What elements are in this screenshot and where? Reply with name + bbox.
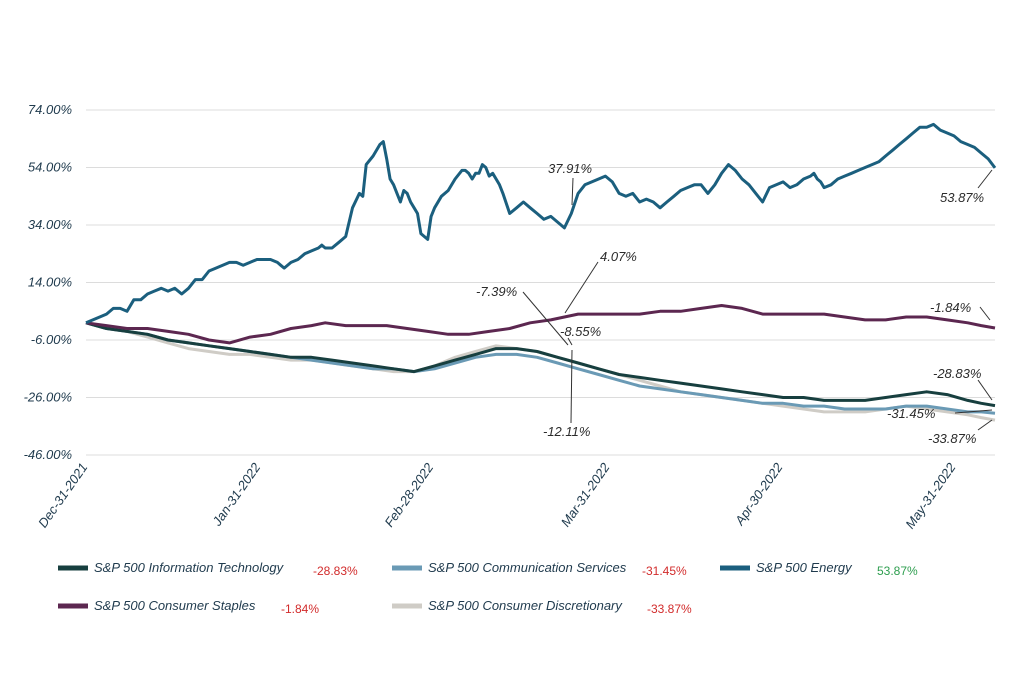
x-tick-label: Jan-31-2022 <box>209 459 264 529</box>
y-tick-label: 74.00% <box>28 102 72 117</box>
y-tick-label: -46.00% <box>24 447 72 462</box>
legend-value: 53.87% <box>877 564 918 578</box>
annotation-label: -7.39% <box>476 284 517 299</box>
annotation-leader <box>571 177 574 206</box>
x-tick-label: Dec-31-2021 <box>35 460 90 530</box>
annotations: 37.91% 53.87% 4.07% -7.39% -8.55% -12.11% -1.8… <box>476 161 993 446</box>
x-tick-label: May-31-2022 <box>902 459 959 531</box>
legend-value: -31.45% <box>642 564 687 578</box>
annotation-leader <box>954 409 993 414</box>
annotation-label: 53.87% <box>940 190 984 205</box>
y-tick-label: 14.00% <box>28 275 72 290</box>
legend-value: -28.83% <box>313 564 358 578</box>
legend-item: S&P 500 Communication Services -31.45% <box>392 560 687 578</box>
annotation-label: -28.83% <box>933 366 981 381</box>
y-tick-label: -6.00% <box>31 332 72 347</box>
legend-item: S&P 500 Information Technology -28.83% <box>58 560 358 578</box>
annotation-leader <box>977 379 993 401</box>
legend-value: -33.87% <box>647 602 692 616</box>
legend-label: S&P 500 Energy <box>756 560 853 575</box>
legend: S&P 500 Information Technology -28.83% S&P… <box>58 560 918 616</box>
legend-value: -1.84% <box>281 602 319 616</box>
y-tick-label: 34.00% <box>28 217 72 232</box>
annotation-leader <box>977 419 993 431</box>
annotation-label: 37.91% <box>548 161 592 176</box>
series-line <box>85 321 996 422</box>
annotation-leader <box>567 337 573 346</box>
annotation-label: -8.55% <box>560 324 601 339</box>
x-axis-ticks: Dec-31-2021 Jan-31-2022 Feb-28-2022 Mar-31-… <box>35 459 959 531</box>
x-tick-label: Feb-28-2022 <box>381 459 436 529</box>
series-line <box>85 304 996 345</box>
gridlines <box>86 109 995 456</box>
annotation-leader <box>564 261 599 314</box>
annotation-leader <box>979 306 991 321</box>
legend-item: S&P 500 Consumer Discretionary -33.87% <box>392 598 692 616</box>
annotation-leader <box>522 291 569 346</box>
x-tick-label: Apr-30-2022 <box>731 459 786 528</box>
legend-label: S&P 500 Information Technology <box>94 560 285 575</box>
y-axis-ticks: 74.00% 54.00% 34.00% 14.00% -6.00% -26.00% -46… <box>24 102 72 462</box>
y-tick-label: 54.00% <box>28 160 72 175</box>
annotation-label: -31.45% <box>887 406 935 421</box>
x-tick-label: Mar-31-2022 <box>558 459 613 529</box>
legend-label: S&P 500 Communication Services <box>428 560 627 575</box>
annotation-label: -1.84% <box>930 300 971 315</box>
annotation-label: 4.07% <box>600 249 637 264</box>
legend-item: S&P 500 Energy 53.87% <box>720 560 918 578</box>
series-lines <box>85 122 997 422</box>
legend-label: S&P 500 Consumer Discretionary <box>428 598 623 613</box>
annotation-leader <box>977 169 993 189</box>
legend-label: S&P 500 Consumer Staples <box>94 598 256 613</box>
annotation-leader <box>570 349 573 424</box>
annotation-label: -12.11% <box>543 424 590 439</box>
series-line <box>85 122 997 325</box>
series-line <box>85 321 996 408</box>
legend-item: S&P 500 Consumer Staples -1.84% <box>58 598 319 616</box>
y-tick-label: -26.00% <box>24 390 72 405</box>
annotation-label: -33.87% <box>928 431 976 446</box>
